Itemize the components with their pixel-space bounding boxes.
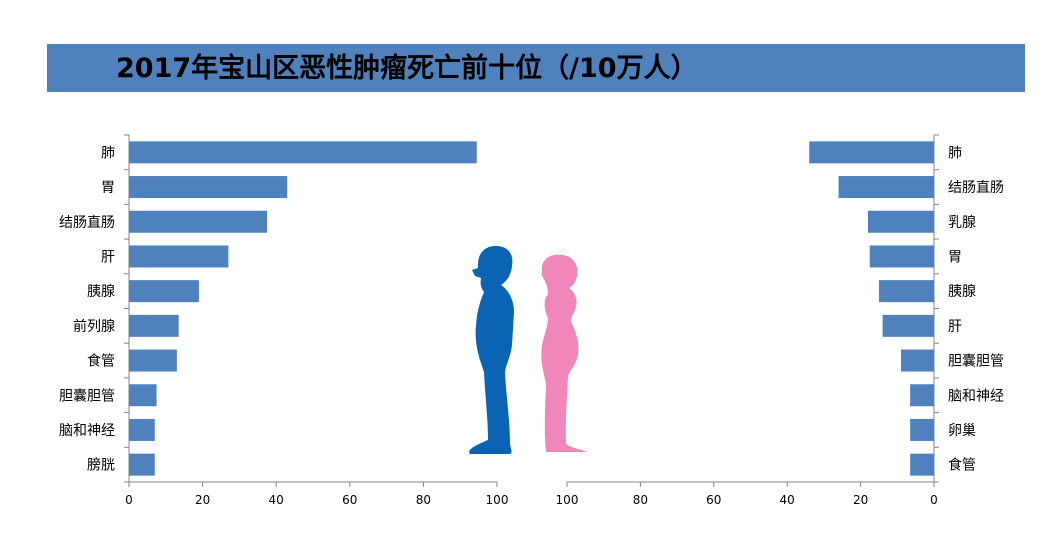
value-tick-label: 20 <box>195 493 210 507</box>
category-label: 结肠直肠 <box>948 179 1004 196</box>
value-tick-label: 80 <box>633 493 648 507</box>
category-label: 胃 <box>101 180 115 196</box>
bar-female-0 <box>809 141 934 164</box>
category-label: 脑和神经 <box>948 388 1004 404</box>
chart-title: 2017年宝山区恶性肿瘤死亡前十位（/10万人） <box>116 53 698 84</box>
bar-female-2 <box>867 210 934 233</box>
category-label: 肝 <box>101 249 115 265</box>
value-tick-label: 20 <box>853 493 868 507</box>
bar-male-7 <box>129 384 157 407</box>
bar-female-6 <box>900 349 934 372</box>
bar-female-7 <box>910 384 934 407</box>
category-label: 胆囊胆管 <box>948 353 1004 370</box>
bar-male-8 <box>129 418 155 441</box>
value-tick-label: 0 <box>930 493 938 507</box>
bar-female-8 <box>910 418 934 441</box>
value-tick-label: 40 <box>780 493 795 507</box>
category-label: 胆囊胆管 <box>59 387 115 404</box>
category-label: 膀胱 <box>87 457 115 474</box>
category-label: 肝 <box>948 319 962 335</box>
bar-female-5 <box>882 314 934 337</box>
category-label: 脑和神经 <box>59 423 115 439</box>
bar-male-2 <box>129 210 267 233</box>
value-tick-label: 80 <box>416 493 431 507</box>
value-tick-label: 40 <box>269 493 284 507</box>
bar-male-1 <box>129 176 288 199</box>
bar-male-3 <box>129 245 229 268</box>
category-label: 前列腺 <box>73 318 115 335</box>
male-silhouette <box>469 245 514 454</box>
category-label: 卵巢 <box>948 423 976 439</box>
bar-female-3 <box>869 245 934 268</box>
category-label: 胰腺 <box>948 284 976 300</box>
bar-female-9 <box>910 453 934 476</box>
bar-female-4 <box>878 280 934 303</box>
value-tick-label: 60 <box>342 493 357 507</box>
value-tick-label: 100 <box>556 493 579 507</box>
silhouettes <box>469 245 586 454</box>
bar-male-6 <box>129 349 177 372</box>
category-label: 结肠直肠 <box>59 214 115 231</box>
category-label: 乳腺 <box>948 215 976 231</box>
title-bar <box>47 44 1025 92</box>
female-silhouette <box>541 254 586 452</box>
category-label: 胃 <box>948 249 962 265</box>
bar-male-5 <box>129 314 179 337</box>
bar-male-9 <box>129 453 155 476</box>
value-tick-label: 0 <box>125 493 133 507</box>
category-label: 胰腺 <box>87 284 115 300</box>
category-label: 肺 <box>101 145 115 161</box>
value-tick-label: 60 <box>706 493 721 507</box>
bar-female-1 <box>838 176 934 199</box>
bar-male-4 <box>129 280 199 303</box>
bar-male-0 <box>129 141 477 164</box>
category-label: 肺 <box>948 145 962 161</box>
category-label: 食管 <box>948 457 976 474</box>
value-tick-label: 100 <box>486 493 509 507</box>
category-label: 食管 <box>87 353 115 370</box>
